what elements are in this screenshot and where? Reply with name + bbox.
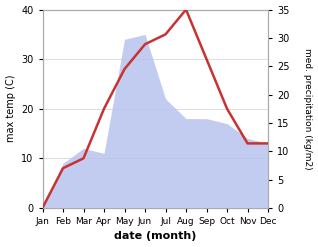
Y-axis label: max temp (C): max temp (C)	[5, 75, 16, 143]
Y-axis label: med. precipitation (kg/m2): med. precipitation (kg/m2)	[303, 48, 313, 169]
X-axis label: date (month): date (month)	[114, 231, 197, 242]
